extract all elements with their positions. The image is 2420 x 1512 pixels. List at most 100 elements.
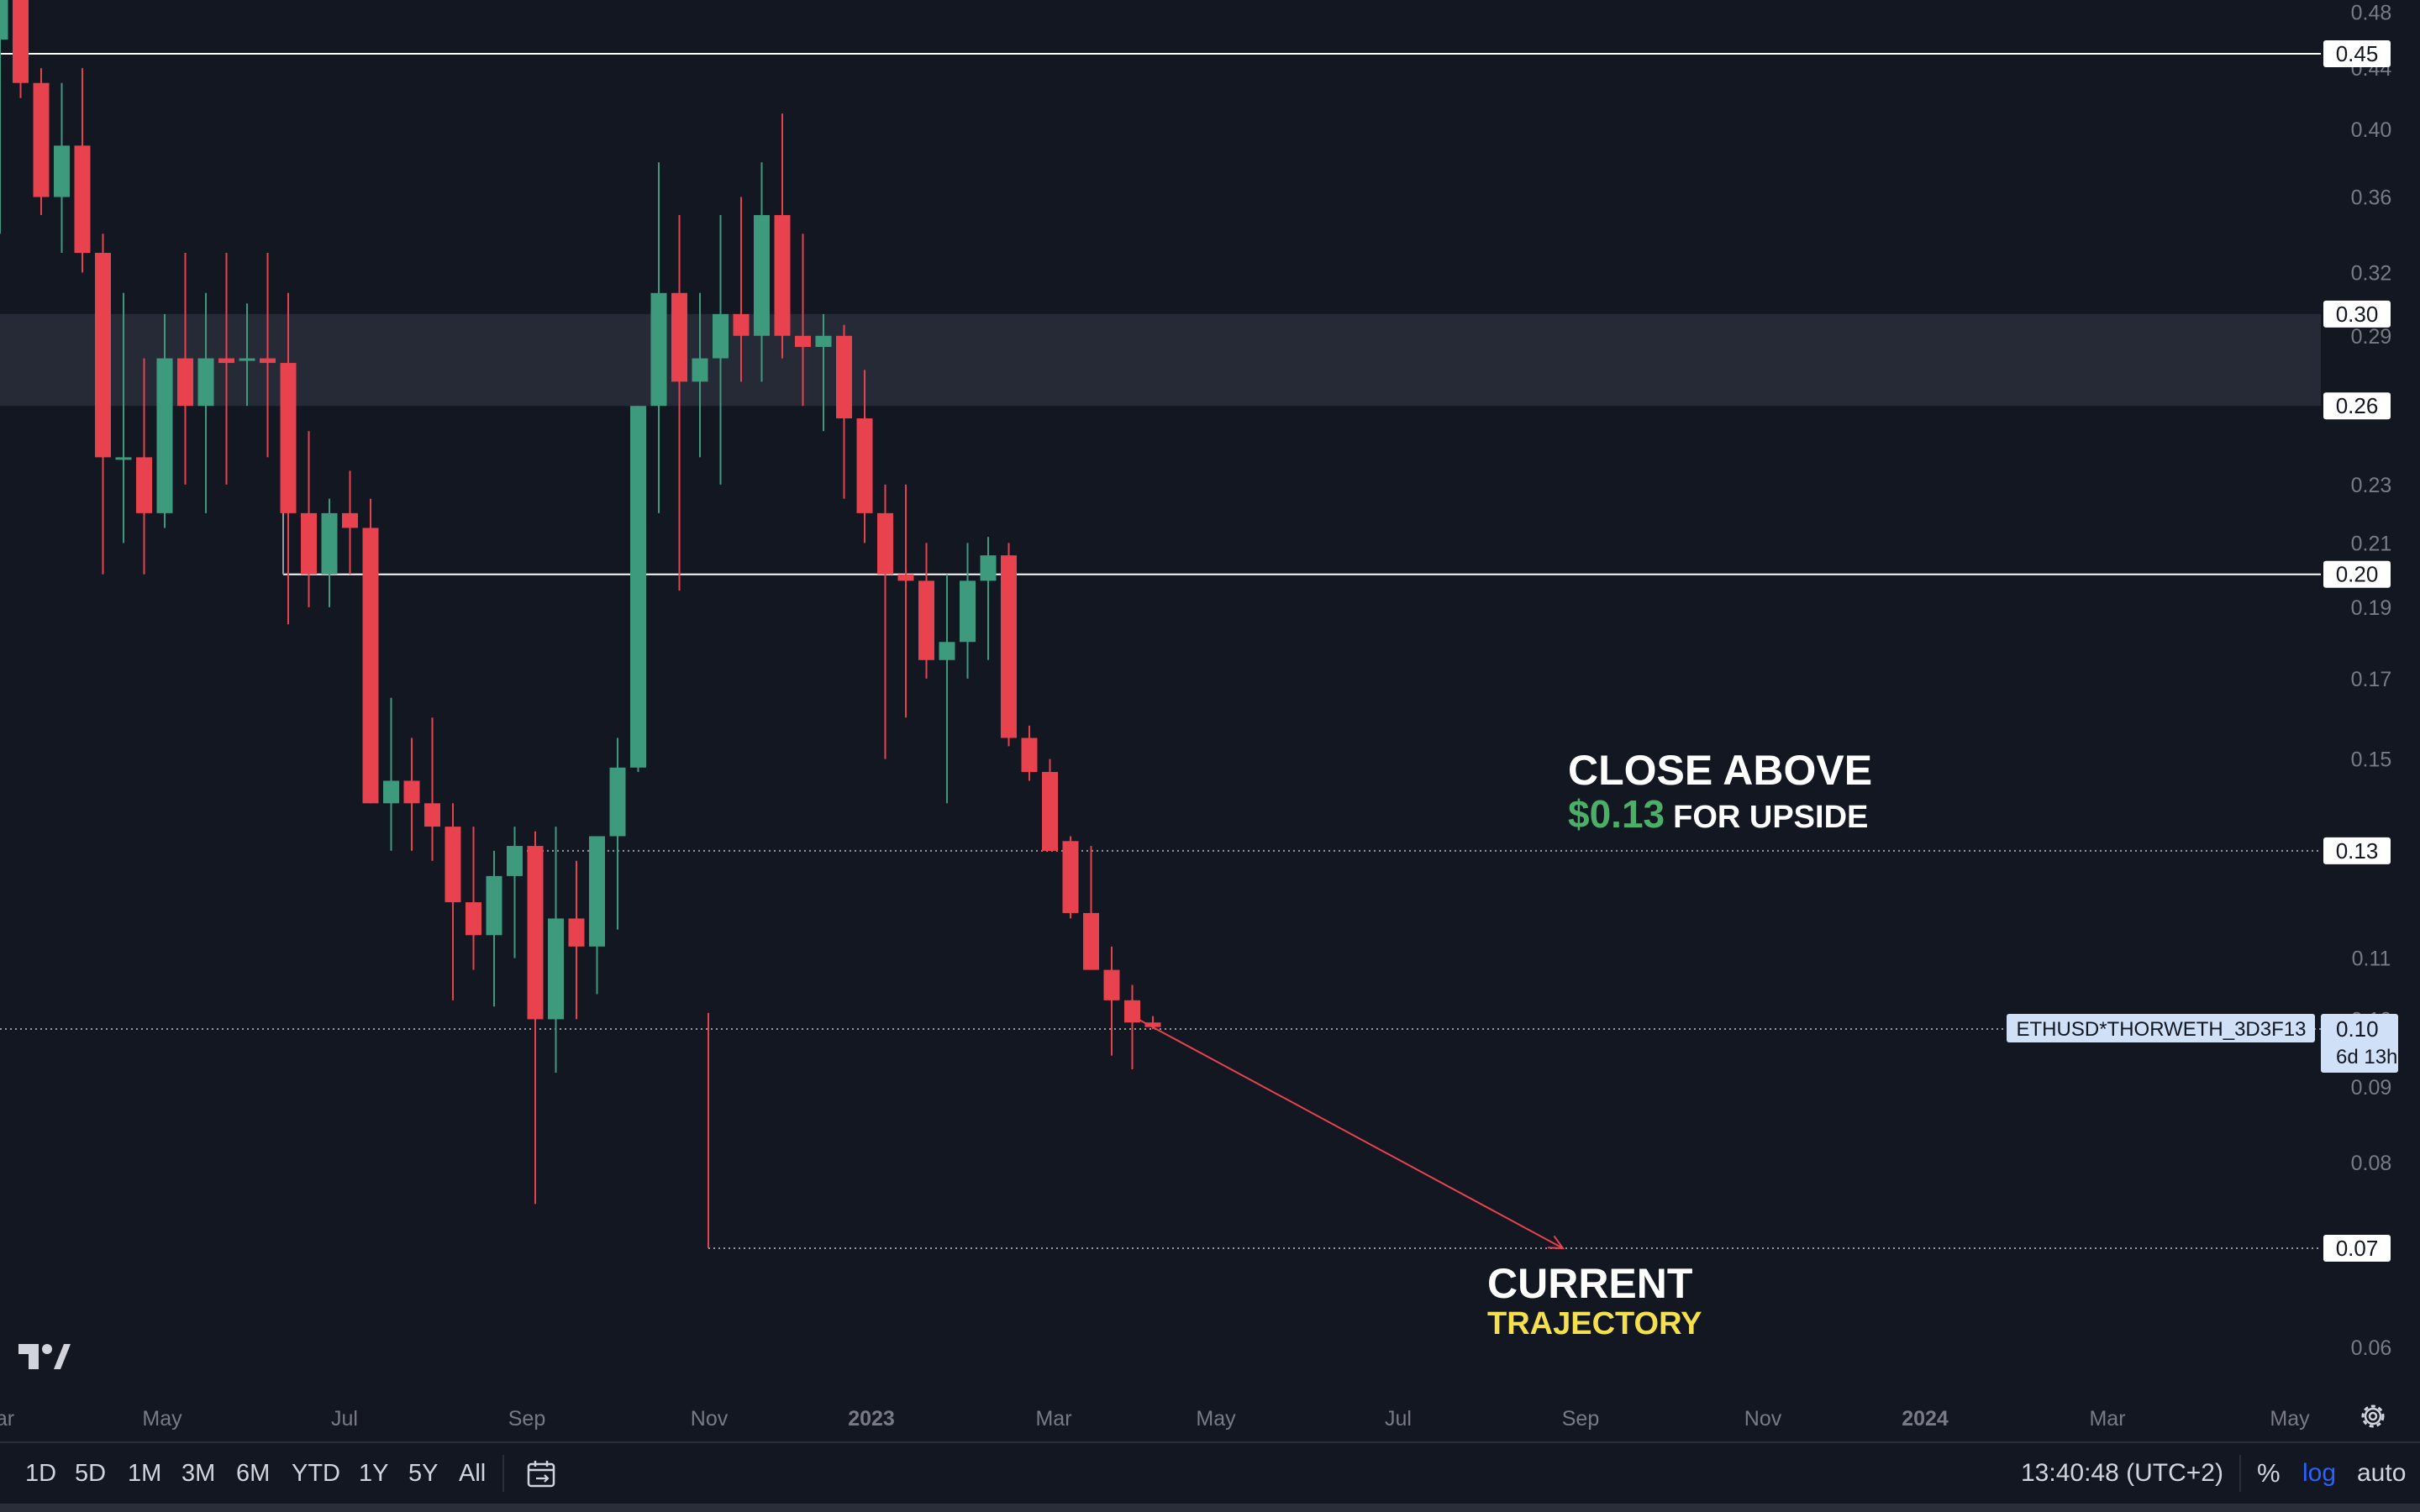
x-tick-label: Jul	[1385, 1407, 1412, 1431]
candle-body	[836, 335, 852, 419]
candle-body	[342, 512, 358, 528]
candle-body	[568, 918, 585, 947]
candle-body	[1103, 969, 1120, 1000]
candle-body	[609, 767, 626, 837]
candle-body	[197, 358, 214, 407]
tradingview-logo[interactable]	[18, 1342, 71, 1371]
y-tick-label: 0.40	[2351, 118, 2392, 142]
timeframe-6m[interactable]: 6M	[236, 1460, 271, 1487]
candle-body	[54, 145, 70, 197]
close-above-price: $0.13	[1568, 792, 1665, 836]
timeframe-1d[interactable]: 1D	[25, 1460, 57, 1487]
candle-body	[1001, 555, 1017, 738]
candle-body	[260, 358, 276, 364]
y-tick-label: 0.29	[2351, 325, 2392, 349]
x-tick-label: Nov	[1744, 1407, 1782, 1431]
bottom-strip	[0, 1504, 2420, 1512]
trajectory-subtitle: TRAJECTORY	[1487, 1306, 1702, 1341]
timeframe-1m[interactable]: 1M	[128, 1460, 162, 1487]
zone-bottom-label-box	[2323, 392, 2391, 420]
zone-bottom-label: 0.26	[2336, 393, 2379, 418]
timeframe-5y[interactable]: 5Y	[408, 1460, 439, 1487]
candle-body	[650, 292, 667, 407]
timeframe-3m[interactable]: 3M	[182, 1460, 216, 1487]
candle-body	[383, 780, 399, 804]
candle-body	[897, 574, 914, 581]
level-label-0.45-box	[2323, 40, 2391, 67]
bottom-toolbar: 1D 5D 1M 3M 6M YTD 1Y 5Y All 13:40:48 (U…	[0, 1441, 2420, 1504]
candle-body	[692, 358, 708, 382]
x-tick-label: Nov	[691, 1407, 729, 1431]
level-label-0.13-box	[2323, 837, 2391, 864]
x-tick-label: ar	[0, 1407, 14, 1431]
zone-top-label-box	[2323, 300, 2391, 328]
candle-body	[1124, 1000, 1140, 1023]
candle-body	[280, 363, 297, 513]
trajectory-annotation: CURRENT TRAJECTORY	[1487, 1263, 1702, 1340]
candle-body	[774, 215, 791, 336]
x-tick-label: May	[2270, 1407, 2310, 1431]
timeframe-all[interactable]: All	[459, 1460, 487, 1487]
x-tick-label: May	[1196, 1407, 1236, 1431]
log-scale-toggle[interactable]: log	[2302, 1459, 2337, 1487]
candle-body	[815, 335, 832, 348]
percent-scale-toggle[interactable]: %	[2257, 1458, 2281, 1488]
timeframe-1y[interactable]: 1Y	[359, 1460, 389, 1487]
level-label-0.20-box	[2323, 560, 2391, 588]
level-label-0.07-box	[2323, 1235, 2391, 1262]
y-tick-label: 0.23	[2351, 474, 2392, 497]
candle-body	[156, 358, 173, 513]
x-tick-label: May	[142, 1407, 182, 1431]
y-tick-label: 0.32	[2351, 262, 2392, 286]
level-label-0.07: 0.07	[2336, 1236, 2379, 1261]
toolbar-divider	[502, 1455, 504, 1492]
candle-body	[1021, 738, 1038, 773]
x-tick-label: Mar	[1035, 1407, 1071, 1431]
trajectory-title: CURRENT	[1487, 1260, 1693, 1307]
current-price-box	[2321, 1013, 2398, 1073]
candle-body	[33, 82, 50, 197]
candle-body	[1144, 1022, 1161, 1027]
timeframe-5d[interactable]: 5D	[75, 1460, 107, 1487]
candle-body	[1042, 772, 1058, 851]
candle-body	[856, 418, 873, 513]
candle-body	[445, 827, 461, 903]
candle-body	[13, 0, 29, 83]
y-tick-label: 0.21	[2351, 532, 2392, 555]
candle-body	[218, 358, 234, 364]
x-tick-label: Jul	[331, 1407, 358, 1431]
resistance-zone	[0, 313, 2321, 407]
timeframe-ytd[interactable]: YTD	[292, 1460, 340, 1487]
x-tick-label: Sep	[1562, 1407, 1599, 1431]
candle-body	[877, 512, 893, 575]
candle-body	[424, 803, 440, 827]
x-tick-label: 2024	[1902, 1407, 1949, 1431]
y-tick-label: 0.19	[2351, 596, 2392, 620]
candle-body	[733, 313, 750, 336]
candle-body	[74, 145, 91, 254]
toolbar-divider	[2239, 1455, 2241, 1492]
candle-body	[918, 580, 934, 660]
candle-countdown-label: 6d 13h	[2336, 1046, 2397, 1068]
y-tick-label: 0.08	[2351, 1152, 2392, 1175]
gear-icon[interactable]	[2358, 1401, 2388, 1431]
clock-readout[interactable]: 13:40:48 (UTC+2)	[2021, 1459, 2223, 1487]
candle-body	[486, 875, 502, 936]
candle-body	[548, 918, 564, 1020]
close-above-annotation: CLOSE ABOVE $0.13 FOR UPSIDE	[1568, 749, 1872, 833]
y-tick-label: 0.17	[2351, 668, 2392, 691]
x-tick-label: Mar	[2089, 1407, 2125, 1431]
y-tick-label: 0.36	[2351, 186, 2392, 210]
symbol-label: ETHUSD*THORWETH_3D3F13	[2017, 1018, 2307, 1041]
auto-scale-toggle[interactable]: auto	[2357, 1459, 2407, 1487]
calendar-range-icon[interactable]	[526, 1458, 558, 1490]
candle-body	[1083, 912, 1099, 970]
y-tick-label: 0.09	[2351, 1076, 2392, 1100]
candle-body	[321, 512, 338, 575]
candle-body	[1062, 841, 1079, 913]
level-label-0.13: 0.13	[2336, 838, 2379, 864]
candle-body	[754, 215, 770, 336]
level-label-0.45: 0.45	[2336, 41, 2379, 66]
candle-body	[630, 406, 646, 768]
